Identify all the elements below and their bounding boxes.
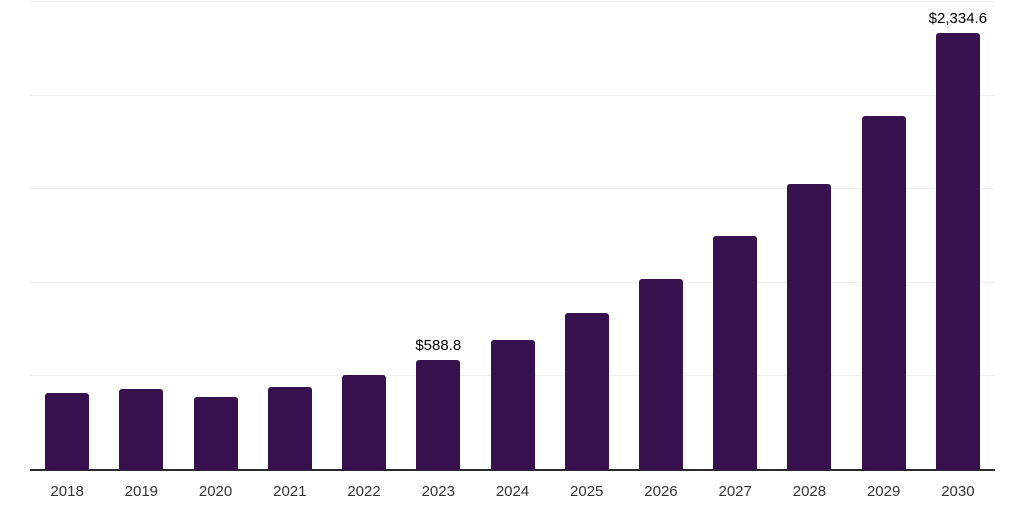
bar-2022[interactable] <box>342 375 387 470</box>
x-tick-label-2024: 2024 <box>495 483 530 500</box>
plot-area: $588.8 $2,334.6 <box>30 0 995 471</box>
bar-2020[interactable] <box>193 397 238 470</box>
data-label-2023: $588.8 <box>415 336 462 354</box>
x-tick-label-2029: 2029 <box>866 483 901 500</box>
bar-2025[interactable] <box>564 312 609 470</box>
gridline <box>30 94 995 96</box>
x-tick-label-2030: 2030 <box>941 483 975 500</box>
bar-2021[interactable] <box>267 387 312 470</box>
x-axis-line <box>30 469 995 471</box>
bar-2026[interactable] <box>638 278 683 470</box>
bar-2019[interactable] <box>119 388 164 470</box>
bar-2029[interactable] <box>861 116 906 470</box>
x-tick-label-2023: 2023 <box>421 483 455 500</box>
gridline <box>30 1 995 2</box>
x-tick-label-2021: 2021 <box>273 483 307 500</box>
x-tick-label-2018: 2018 <box>50 483 84 500</box>
bar-2028[interactable] <box>787 183 832 470</box>
bar-2027[interactable] <box>713 236 758 470</box>
gridline <box>30 281 995 283</box>
x-tick-label-2026: 2026 <box>644 483 678 500</box>
bar-2030[interactable] <box>935 32 980 470</box>
x-tick-label-2020: 2020 <box>198 483 233 500</box>
gridline <box>30 188 995 190</box>
x-tick-label-2025: 2025 <box>570 483 604 500</box>
data-label-2030: $2,334.6 <box>928 9 988 27</box>
x-tick-label-2027: 2027 <box>718 483 752 500</box>
bar-2023[interactable] <box>416 359 461 470</box>
x-tick-label-2028: 2028 <box>792 483 827 500</box>
bar-2024[interactable] <box>490 339 535 470</box>
bar-2018[interactable] <box>45 393 90 470</box>
x-tick-label-2022: 2022 <box>347 483 381 500</box>
x-tick-label-2019: 2019 <box>124 483 159 500</box>
